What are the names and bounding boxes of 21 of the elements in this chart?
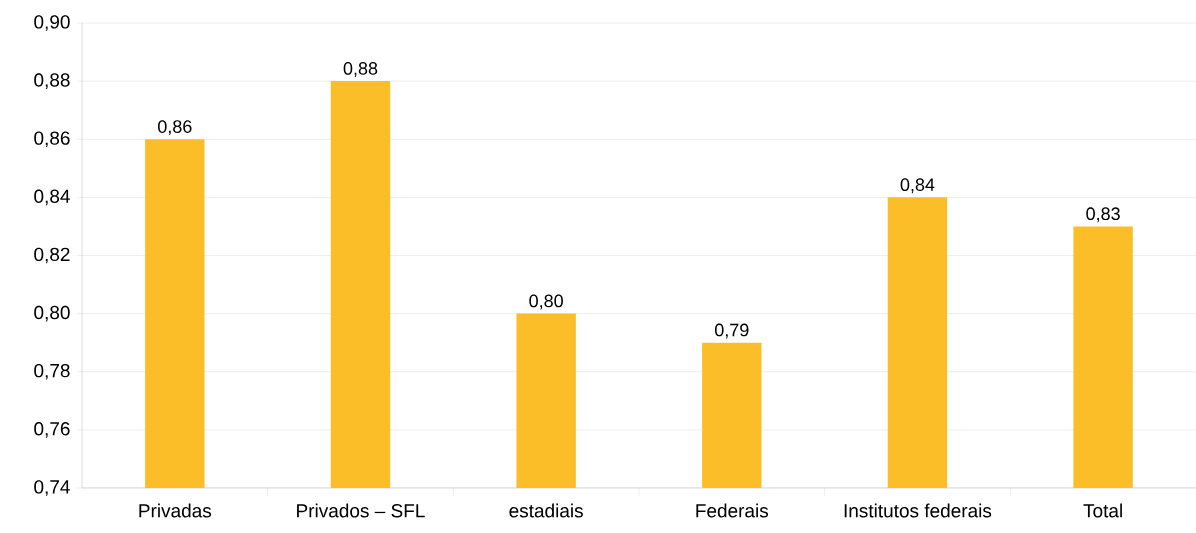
y-tick-label: 0,76: [34, 422, 70, 438]
x-tick-label: Federais: [696, 503, 769, 518]
y-tick-label: 0,80: [34, 305, 70, 322]
x-tick-label: estadiais: [509, 503, 583, 518]
data-label: 0,79: [714, 323, 749, 339]
x-tick-label: Privados – SFL: [297, 503, 425, 518]
data-label: 0,88: [343, 62, 378, 77]
y-tick-label: 0,78: [34, 363, 70, 380]
y-tick-label: 0,82: [34, 247, 70, 264]
data-label: 0,86: [158, 120, 192, 136]
y-tick-label: 0,88: [34, 73, 70, 89]
y-tick-label: 0,84: [34, 189, 70, 206]
y-tick-label: 0,90: [34, 15, 70, 31]
data-label: 0,83: [1086, 207, 1120, 223]
y-tick-label: 0,86: [34, 131, 70, 148]
data-label: 0,84: [900, 178, 935, 194]
y-tick-label: 0,74: [34, 480, 70, 496]
x-tick-label: Total: [1083, 503, 1122, 518]
x-tick-label: Institutos federais: [844, 503, 992, 518]
x-tick-label: Privadas: [139, 503, 212, 518]
data-label: 0,80: [529, 294, 563, 310]
